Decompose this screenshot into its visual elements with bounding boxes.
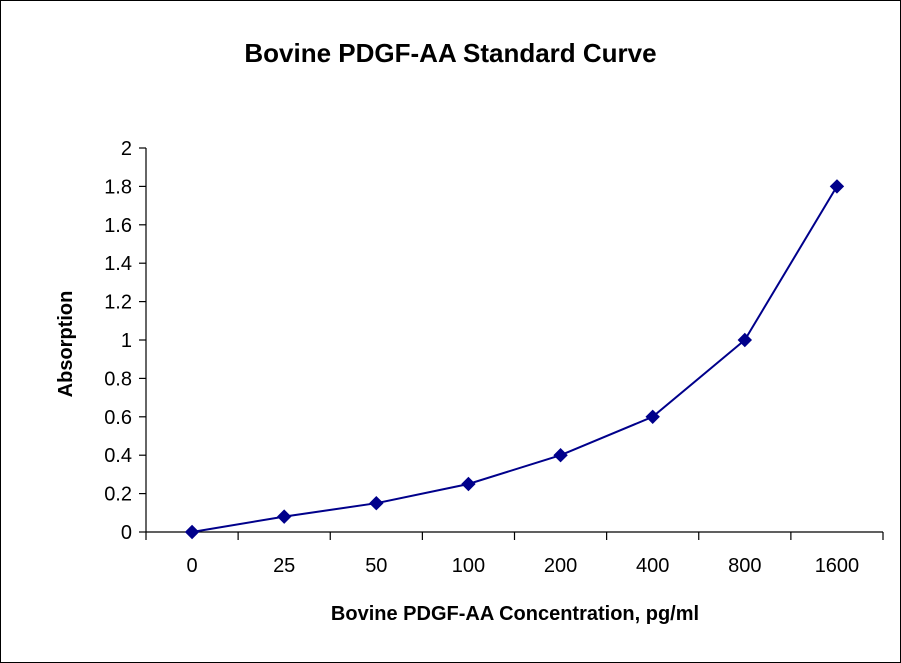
data-point-marker bbox=[184, 524, 200, 540]
y-tick-label: 0.2 bbox=[104, 484, 132, 506]
axes bbox=[139, 147, 884, 540]
data-point-marker bbox=[276, 509, 292, 524]
y-tick-label: 1.2 bbox=[104, 292, 132, 314]
x-tick-label: 1600 bbox=[815, 555, 860, 577]
y-tick-label: 0 bbox=[121, 522, 132, 544]
x-tick-label: 200 bbox=[544, 555, 577, 577]
y-axis-title: Absorption bbox=[55, 291, 77, 398]
data-point-marker bbox=[645, 409, 660, 425]
y-tick-labels: 0 0.2 0.4 0.6 0.8 1 1.2 1.4 1.6 1.8 2 bbox=[104, 138, 132, 544]
data-series bbox=[184, 179, 845, 540]
data-point-marker bbox=[829, 179, 845, 194]
y-tick-label: 0.8 bbox=[104, 368, 132, 390]
x-tick-label: 50 bbox=[365, 555, 387, 577]
y-tick-label: 0.6 bbox=[104, 407, 132, 429]
chart-title: Bovine PDGF-AA Standard Curve bbox=[244, 38, 657, 68]
x-tick-label: 400 bbox=[636, 555, 669, 577]
y-tick-label: 2 bbox=[121, 138, 132, 160]
y-tick-label: 1.6 bbox=[104, 215, 132, 237]
y-tick-label: 1 bbox=[121, 330, 132, 352]
data-point-marker bbox=[369, 495, 384, 511]
x-tick-label: 0 bbox=[187, 555, 198, 577]
x-tick-label: 800 bbox=[728, 555, 761, 577]
y-tick-label: 1.4 bbox=[104, 253, 132, 275]
y-tick-label: 1.8 bbox=[104, 176, 132, 198]
x-axis-title: Bovine PDGF-AA Concentration, pg/ml bbox=[331, 603, 699, 625]
series-line bbox=[191, 185, 838, 533]
x-tick-label: 25 bbox=[273, 555, 295, 577]
x-tick-labels: 0 25 50 100 200 400 800 1600 bbox=[187, 555, 860, 577]
data-point-marker bbox=[461, 476, 476, 492]
data-point-marker bbox=[737, 332, 753, 348]
x-tick-label: 100 bbox=[452, 555, 485, 577]
data-point-marker bbox=[553, 447, 568, 463]
y-tick-label: 0.4 bbox=[104, 445, 132, 467]
